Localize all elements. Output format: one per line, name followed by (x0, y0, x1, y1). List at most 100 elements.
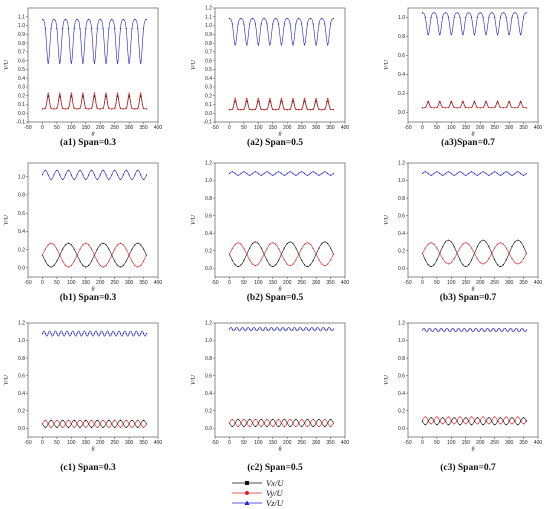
data-point (514, 241, 516, 243)
data-point (82, 95, 84, 97)
data-point (298, 172, 300, 175)
data-point (260, 108, 262, 110)
x-tick-label: 150 (82, 440, 91, 446)
data-point (315, 97, 317, 99)
data-point (272, 418, 274, 421)
y-tick-label: 0.0 (18, 426, 25, 432)
data-point (105, 423, 107, 425)
data-point (511, 246, 513, 248)
x-tick-label: 200 (96, 440, 105, 446)
x-tick-label: 0 (41, 440, 44, 446)
data-point (108, 27, 110, 30)
x-tick-label: 250 (297, 280, 306, 286)
data-point (450, 172, 452, 175)
data-point (266, 247, 268, 250)
data-point (142, 332, 145, 335)
x-tick-label: 0 (421, 125, 424, 131)
data-point (306, 265, 309, 268)
data-point (430, 417, 432, 419)
data-point (520, 241, 522, 243)
data-point (119, 419, 122, 421)
data-point (522, 174, 525, 176)
data-point (439, 100, 441, 102)
x-axis-label: θ (92, 132, 95, 138)
data-point (427, 34, 429, 36)
x-tick-label: -50 (24, 280, 31, 286)
data-point (306, 242, 309, 244)
data-point (99, 108, 101, 110)
data-point (102, 27, 104, 30)
data-point (496, 172, 499, 175)
data-point (134, 332, 136, 335)
x-tick-label: 350 (326, 125, 335, 131)
data-point (140, 244, 142, 246)
x-tick-label: 150 (82, 125, 91, 131)
y-tick-label: 0.4 (398, 72, 405, 78)
data-point (436, 247, 438, 249)
x-tick-label: 200 (476, 125, 485, 131)
data-point (59, 62, 61, 64)
data-point (119, 332, 122, 335)
y-tick-label: 1.2 (398, 321, 405, 327)
data-point (522, 329, 525, 331)
data-point (301, 328, 303, 330)
data-point (491, 172, 493, 175)
y-tick-label: 1.0 (18, 338, 25, 344)
data-point (321, 328, 323, 330)
data-point (64, 264, 67, 266)
data-point (470, 416, 473, 418)
data-point (145, 254, 148, 256)
data-point (430, 423, 432, 425)
data-point (473, 329, 476, 331)
data-point (246, 328, 248, 330)
data-point (301, 425, 303, 428)
data-point (137, 332, 139, 335)
data-point (476, 417, 478, 419)
data-point (488, 16, 490, 18)
y-tick-label: 0.7 (205, 50, 212, 56)
data-point (272, 425, 274, 428)
data-point (312, 23, 314, 25)
data-point (240, 172, 242, 175)
data-point (114, 248, 116, 250)
y-tick-label: 0.4 (18, 391, 25, 397)
data-point (228, 422, 231, 424)
data-point (93, 92, 96, 94)
data-point (85, 178, 87, 181)
data-point (246, 97, 248, 99)
data-point (436, 329, 438, 331)
data-point (53, 108, 55, 110)
data-point (99, 423, 101, 425)
data-point (444, 261, 447, 264)
data-point (447, 263, 450, 265)
data-point (96, 248, 98, 250)
data-point (257, 263, 259, 265)
data-point (266, 328, 268, 330)
plot-frame (407, 7, 539, 123)
data-point (249, 108, 251, 110)
data-point (332, 328, 335, 330)
data-point (131, 178, 133, 181)
data-point (73, 107, 75, 109)
data-point (465, 423, 467, 425)
data-point (499, 242, 502, 244)
x-axis-label: θ (279, 447, 282, 453)
chart-b1: -50 0 50 100 150 200 250 300 350 400 0.0 0.2 0.4 0.6 0… (4, 162, 162, 303)
data-point (56, 107, 58, 109)
data-point (505, 329, 507, 331)
x-tick-label: 150 (269, 125, 278, 131)
data-point (517, 239, 519, 241)
data-point (108, 332, 110, 335)
data-point (292, 100, 294, 102)
data-point (277, 108, 280, 110)
data-point (488, 246, 490, 248)
data-point (275, 17, 277, 20)
data-point (295, 259, 297, 261)
x-axis-label: θ (472, 447, 475, 453)
data-point (332, 422, 335, 424)
data-point (111, 108, 113, 110)
data-point (254, 265, 257, 267)
data-point (447, 239, 450, 241)
data-point (275, 109, 277, 111)
data-point (269, 97, 271, 99)
